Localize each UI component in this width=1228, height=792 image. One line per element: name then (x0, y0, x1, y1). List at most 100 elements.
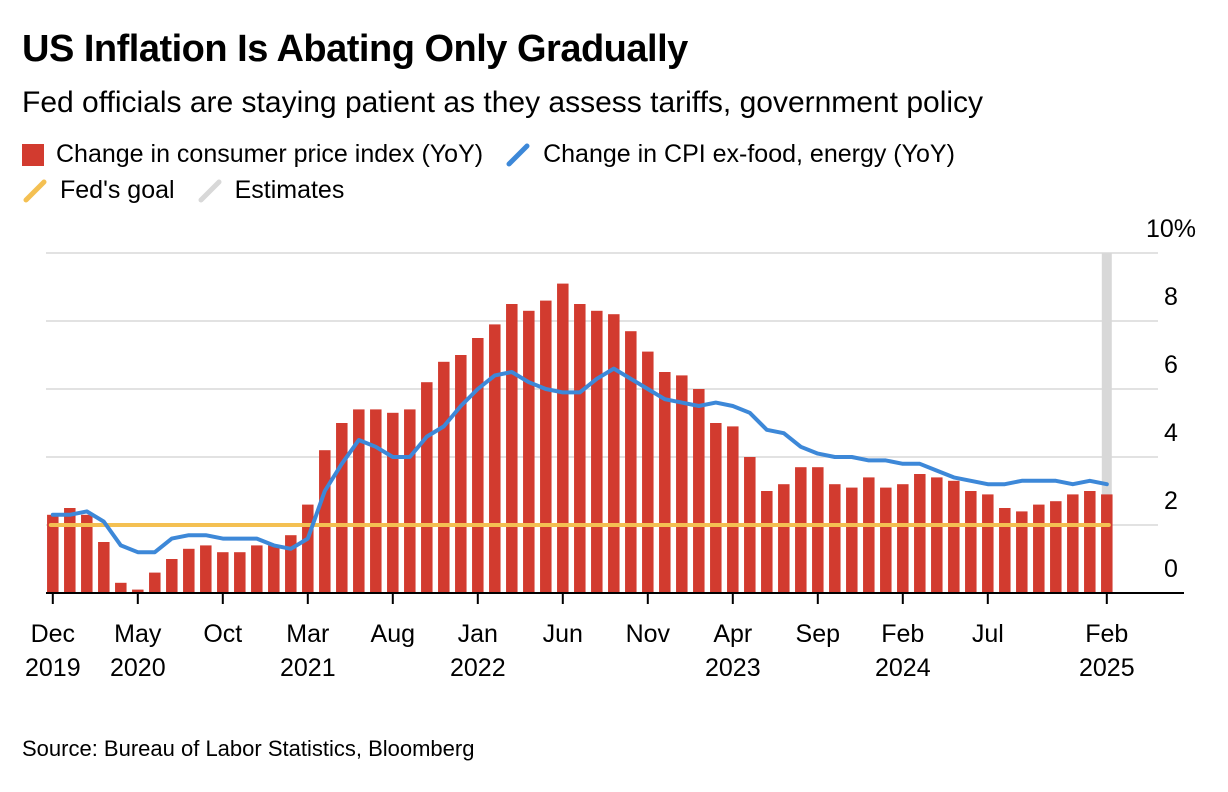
chart-title: US Inflation Is Abating Only Gradually (22, 28, 688, 70)
cpi-bar (914, 474, 926, 593)
x-tick-label: Mar (286, 620, 329, 648)
x-tick-label: Oct (203, 620, 242, 648)
x-tick-year-label: 2019 (25, 654, 81, 682)
cpi-bar (1033, 504, 1045, 593)
cpi-bar (285, 535, 297, 593)
cpi-bar (47, 514, 59, 593)
legend-item-estimates: Estimates (197, 176, 345, 205)
cpi-bar (897, 484, 909, 593)
cpi-bar (1067, 494, 1079, 593)
legend-label-core-cpi: Change in CPI ex-food, energy (YoY) (543, 140, 955, 168)
cpi-bar (268, 545, 280, 593)
legend-label-fed-goal: Fed's goal (60, 176, 175, 204)
x-tick-label: Feb (1085, 620, 1128, 648)
cpi-bar (829, 484, 841, 593)
cpi-bar (982, 494, 994, 593)
cpi-bar (149, 572, 161, 593)
cpi-bar (761, 491, 773, 593)
cpi-bar (1101, 494, 1113, 593)
legend-row-1: Change in consumer price index (YoY) Cha… (22, 140, 977, 169)
x-tick-label: Dec (31, 620, 75, 648)
cpi-bar (642, 351, 654, 593)
cpi-bar (81, 514, 93, 593)
legend-label-estimates: Estimates (234, 176, 345, 204)
x-tick-label: May (114, 620, 162, 648)
x-tick-year-label: 2023 (705, 654, 761, 682)
estimates-band (1101, 253, 1112, 593)
legend-row-2: Fed's goal Estimates (22, 176, 366, 205)
cpi-bar (931, 477, 943, 593)
x-tick-label: Apr (713, 620, 752, 648)
cpi-bar (1016, 511, 1028, 593)
x-tick-label: Jun (543, 620, 583, 648)
core-cpi-line (50, 366, 1109, 555)
cpi-bar (506, 304, 518, 593)
cpi-bar (421, 382, 433, 593)
y-tick-label: 10% (1146, 215, 1196, 243)
cpi-bar (659, 372, 671, 593)
cpi-bar (370, 409, 382, 593)
legend-swatch-cpi (22, 143, 44, 166)
legend-item-fed-goal: Fed's goal (22, 176, 175, 205)
legend-swatch-estimates (198, 179, 222, 202)
cpi-bar (591, 310, 603, 593)
cpi-bar (455, 355, 467, 593)
source-note: Source: Bureau of Labor Statistics, Bloo… (22, 736, 475, 761)
cpi-bar (166, 559, 178, 593)
cpi-bar (540, 300, 552, 593)
x-tick-year-label: 2024 (875, 654, 931, 682)
cpi-bar (557, 283, 569, 593)
cpi-bar (948, 480, 960, 593)
x-tick-label: Aug (371, 620, 415, 648)
cpi-bar (234, 552, 246, 593)
cpi-bar (438, 361, 450, 593)
cpi-bar (574, 304, 586, 593)
legend-swatch-core-cpi (506, 143, 530, 166)
cpi-bar (302, 504, 314, 593)
cpi-bar (98, 542, 110, 593)
cpi-bar (132, 589, 144, 593)
legend-label-cpi: Change in consumer price index (YoY) (56, 140, 484, 168)
cpi-bar (183, 548, 195, 593)
cpi-bar (795, 467, 807, 593)
cpi-bar (608, 314, 620, 593)
cpi-bar (778, 484, 790, 593)
cpi-bar (1084, 491, 1096, 593)
x-tick-label: Feb (881, 620, 924, 648)
x-tick-label: Nov (626, 620, 671, 648)
cpi-bar (999, 508, 1011, 593)
legend-item-core-cpi: Change in CPI ex-food, energy (YoY) (505, 140, 955, 169)
y-tick-label: 2 (1164, 487, 1178, 515)
cpi-bar (863, 477, 875, 593)
cpi-bar (676, 375, 688, 593)
cpi-bar (387, 412, 399, 593)
cpi-bar (251, 545, 263, 593)
x-tick-year-label: 2025 (1079, 654, 1135, 682)
y-tick-label: 6 (1164, 351, 1178, 379)
legend-item-cpi: Change in consumer price index (YoY) (22, 140, 483, 169)
x-tick-label: Jan (458, 620, 498, 648)
x-tick-year-label: 2022 (450, 654, 506, 682)
cpi-bar (336, 423, 348, 593)
x-tick-label: Jul (972, 620, 1004, 648)
cpi-bar (115, 582, 127, 593)
cpi-bar (693, 389, 705, 593)
y-tick-label: 8 (1164, 283, 1178, 311)
legend-swatch-fed-goal (23, 179, 47, 202)
chart-subtitle: Fed officials are staying patient as the… (22, 86, 984, 119)
cpi-bar (404, 409, 416, 593)
cpi-bar (1050, 501, 1062, 593)
x-tick-year-label: 2020 (110, 654, 166, 682)
cpi-bar (489, 324, 501, 593)
cpi-bar (523, 310, 535, 593)
cpi-bar (353, 409, 365, 593)
cpi-bar (710, 423, 722, 593)
cpi-bar (64, 508, 76, 593)
cpi-bar (727, 426, 739, 593)
cpi-bar (217, 552, 229, 593)
cpi-bar (812, 467, 824, 593)
cpi-bar (472, 338, 484, 593)
cpi-bar (319, 450, 331, 593)
cpi-bar (625, 331, 637, 593)
